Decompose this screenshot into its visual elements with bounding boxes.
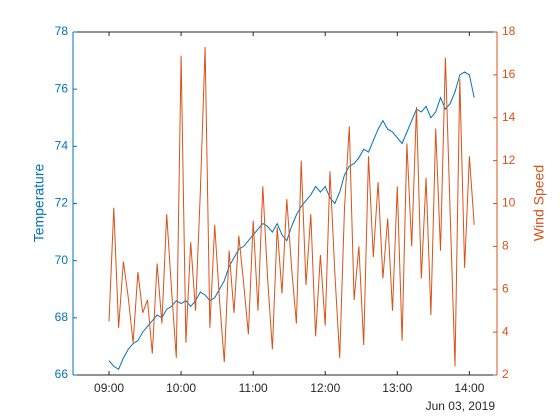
y2-tick-label: 16 [502,67,516,81]
x-tick-label: 11:00 [239,381,268,395]
data-line [108,71,475,371]
data-line [108,46,475,367]
y2-tick-label: 18 [502,24,516,38]
y2-tick-label: 2 [502,367,509,381]
x-tick-label: 14:00 [454,381,484,395]
y2-tick-label: 6 [502,281,509,295]
y-tick-label: 74 [55,139,69,153]
x-tick-label: 09:00 [94,381,124,395]
y2-tick-label: 10 [502,196,516,210]
y2-tick-label: 14 [502,110,516,124]
y-tick-label: 78 [55,24,69,38]
y2-axis-label: Wind Speed [531,165,547,241]
y2-tick-label: 4 [502,324,509,338]
y-tick-label: 76 [55,81,69,95]
y-tick-label: 68 [55,310,69,324]
y-tick-label: 72 [55,196,69,210]
x-tick-label: 12:00 [310,381,340,395]
y-tick-label: 66 [55,367,69,381]
y2-tick-label: 8 [502,239,509,253]
y2-tick-label: 12 [502,153,516,167]
x-tick-label: 10:00 [166,381,196,395]
date-label: Jun 03, 2019 [426,399,496,413]
y-axis-label: Temperature [31,163,47,242]
y-tick-label: 70 [55,253,69,267]
x-tick-label: 13:00 [382,381,412,395]
